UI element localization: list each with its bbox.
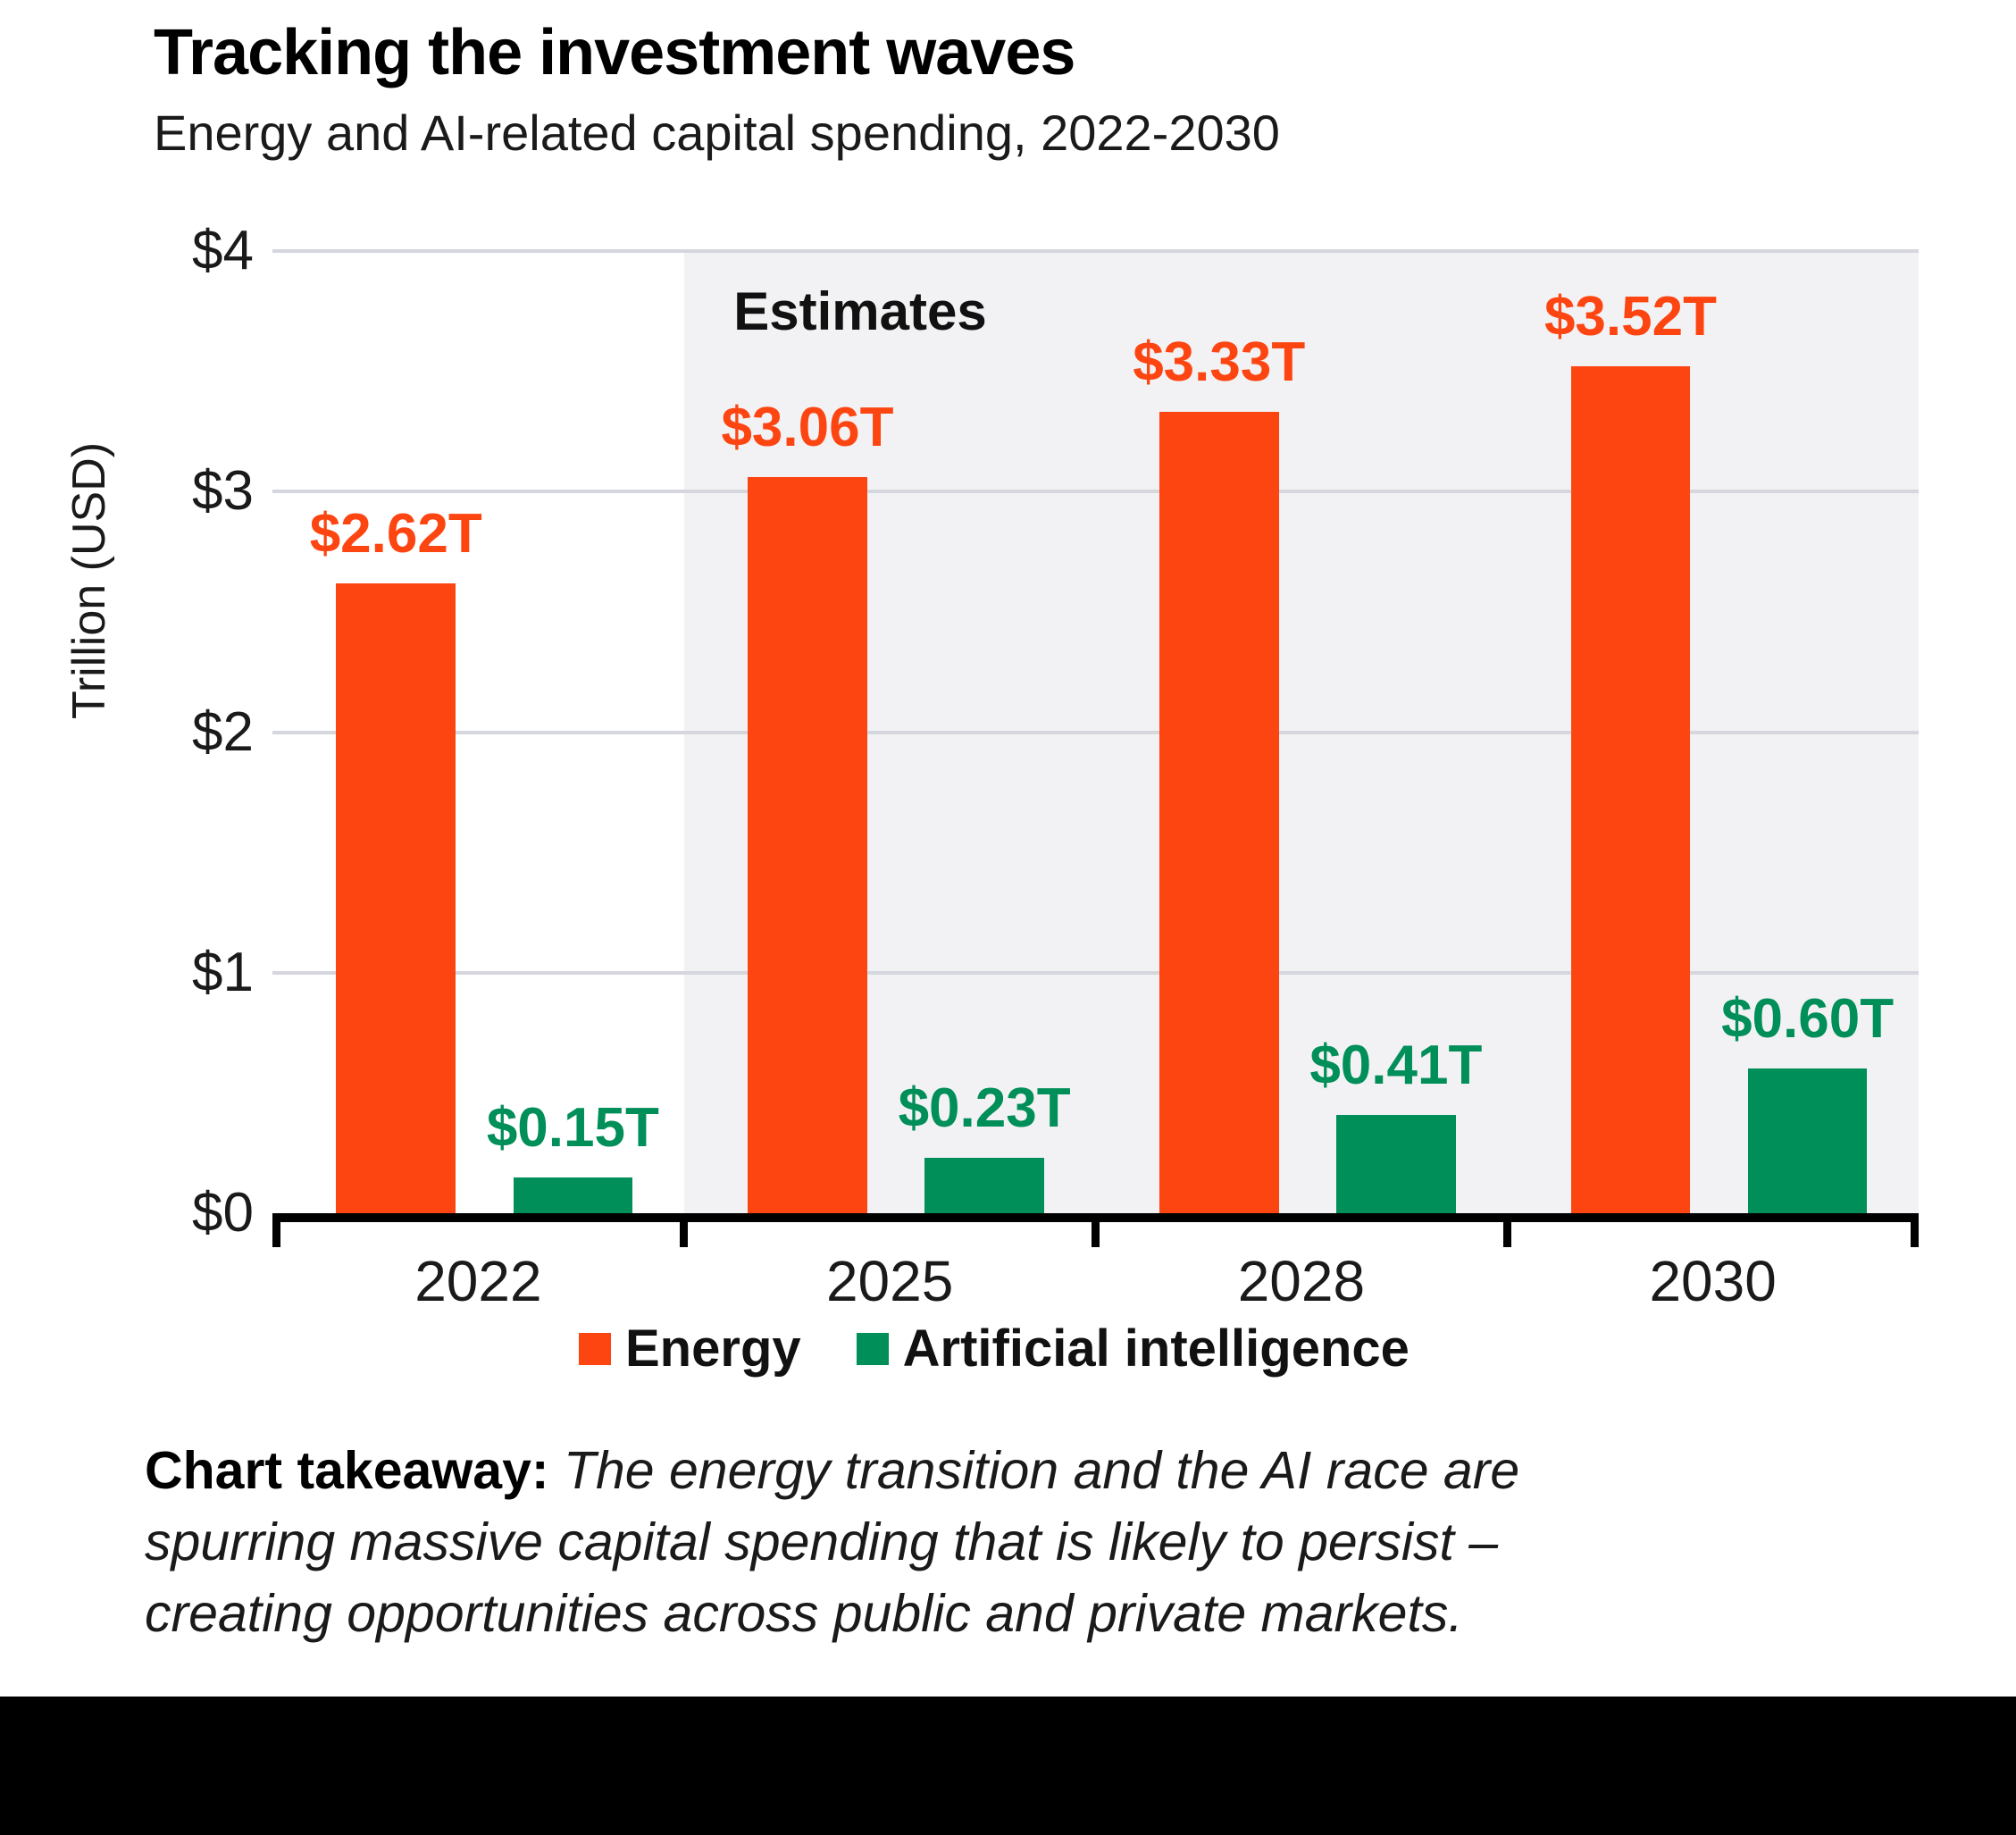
bar-energy-2025 xyxy=(748,477,867,1213)
y-axis-title: Trillion (USD) xyxy=(63,441,115,719)
takeaway-line: Chart takeaway: The energy transition an… xyxy=(145,1435,1886,1506)
x-tick-4 xyxy=(1911,1213,1919,1247)
year-label-2025: 2025 xyxy=(825,1249,954,1313)
value-label-artificial-intelligence-2030: $0.60T xyxy=(1721,988,1895,1051)
takeaway-text: Chart takeaway: The energy transition an… xyxy=(145,1435,1886,1649)
legend-item-energy: Energy xyxy=(579,1319,801,1378)
ytick-label-0: $0 xyxy=(192,1182,254,1244)
bar-artificial-intelligence-2022 xyxy=(513,1177,633,1213)
year-label-2028: 2028 xyxy=(1237,1249,1366,1313)
value-label-artificial-intelligence-2022: $0.15T xyxy=(486,1096,659,1159)
bar-energy-2028 xyxy=(1159,412,1279,1213)
legend-item-artificial-intelligence: Artificial intelligence xyxy=(856,1319,1410,1378)
takeaway-line-2: spurring massive capital spending that i… xyxy=(145,1512,1499,1571)
value-label-artificial-intelligence-2025: $0.23T xyxy=(898,1077,1071,1140)
value-label-energy-2028: $3.33T xyxy=(1133,331,1306,394)
year-label-2030: 2030 xyxy=(1649,1249,1777,1313)
takeaway-lead: Chart takeaway: xyxy=(145,1441,549,1500)
x-tick-2 xyxy=(1092,1213,1100,1247)
gridline-2 xyxy=(272,730,1919,734)
legend-swatch-artificial-intelligence xyxy=(856,1332,889,1365)
value-label-energy-2025: $3.06T xyxy=(721,397,894,459)
ytick-label-3: $3 xyxy=(192,460,254,523)
chart-legend: Energy Artificial intelligence xyxy=(579,1319,1410,1378)
value-label-energy-2030: $3.52T xyxy=(1543,286,1717,348)
legend-label-artificial-intelligence: Artificial intelligence xyxy=(902,1320,1410,1378)
bar-artificial-intelligence-2030 xyxy=(1747,1068,1868,1213)
gridline-1 xyxy=(272,970,1919,975)
bar-artificial-intelligence-2025 xyxy=(924,1158,1044,1213)
value-label-energy-2022: $2.62T xyxy=(309,502,482,565)
gridline-3 xyxy=(272,490,1919,494)
bar-artificial-intelligence-2028 xyxy=(1336,1114,1456,1213)
estimates-label: Estimates xyxy=(733,281,987,341)
ytick-label-2: $2 xyxy=(192,700,254,763)
chart-title: Tracking the investment waves xyxy=(154,17,1075,88)
letterbox-bottom xyxy=(0,1697,2016,1835)
takeaway-line-1: The energy transition and the AI race ar… xyxy=(563,1441,1520,1500)
takeaway-line-3: creating opportunities across public and… xyxy=(145,1584,1463,1643)
x-tick-0 xyxy=(272,1213,280,1247)
year-label-2022: 2022 xyxy=(414,1249,542,1313)
chart-subtitle: Energy and AI-related capital spending, … xyxy=(154,105,1280,161)
legend-swatch-energy xyxy=(579,1332,611,1365)
value-label-artificial-intelligence-2028: $0.41T xyxy=(1309,1034,1483,1096)
ytick-label-4: $4 xyxy=(192,220,254,281)
gridline-4 xyxy=(272,249,1919,253)
x-tick-3 xyxy=(1502,1213,1511,1247)
bar-energy-2030 xyxy=(1570,366,1691,1213)
ytick-label-1: $1 xyxy=(192,941,254,1003)
legend-label-energy: Energy xyxy=(625,1320,801,1378)
bar-energy-2022 xyxy=(336,582,456,1213)
x-tick-1 xyxy=(680,1213,689,1247)
